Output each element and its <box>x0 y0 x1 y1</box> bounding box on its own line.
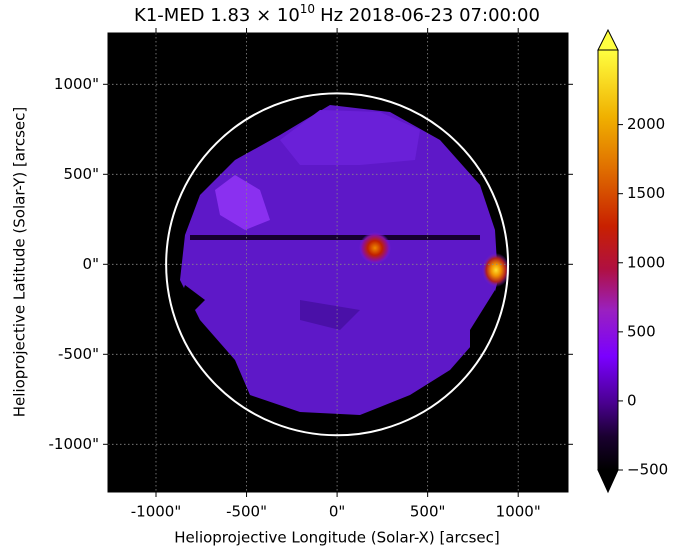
colorbar-tick-label: −500 <box>627 461 668 479</box>
x-tick-label: -500" <box>226 503 267 521</box>
x-tick-label: 0" <box>329 503 345 521</box>
x-tick-label: 500" <box>410 503 446 521</box>
limb <box>165 92 510 437</box>
y-tick-label: 500" <box>63 165 99 183</box>
title-text: K1-MED 1.83 × 10 <box>134 5 300 26</box>
chart-title: K1-MED 1.83 × 1010 Hz 2018-06-23 07:00:00 <box>134 2 540 27</box>
colorbar-extend-bottom <box>597 469 619 494</box>
x-tick-label: -1000" <box>131 503 182 521</box>
title-suffix: Hz 2018-06-23 07:00:00 <box>320 5 540 26</box>
colorbar-extend-top <box>597 28 619 51</box>
colorbar-tick-label: 500 <box>627 322 656 340</box>
colorbar-tick-label: 2000 <box>627 115 665 133</box>
colorbar <box>598 50 618 470</box>
y-axis-label: Helioprojective Latitude (Solar-Y) [arcs… <box>11 107 29 417</box>
x-axis-label: Helioprojective Longitude (Solar-X) [arc… <box>174 529 499 547</box>
y-tick-label: -1000" <box>49 435 100 453</box>
plot-frame <box>107 32 569 493</box>
colorbar-tick-label: 1500 <box>627 184 665 202</box>
x-tick-label: 1000" <box>496 503 541 521</box>
emission <box>180 105 510 415</box>
y-tick-label: -500" <box>58 345 99 363</box>
title-exponent: 10 <box>300 2 315 16</box>
y-tick-label: 1000" <box>54 75 99 93</box>
colorbar-tick-label: 0 <box>627 391 637 409</box>
y-tick-label: 0" <box>83 255 99 273</box>
colorbar-tick-label: 1000 <box>627 253 665 271</box>
colorbar-frame <box>597 49 619 471</box>
grid <box>108 33 568 492</box>
